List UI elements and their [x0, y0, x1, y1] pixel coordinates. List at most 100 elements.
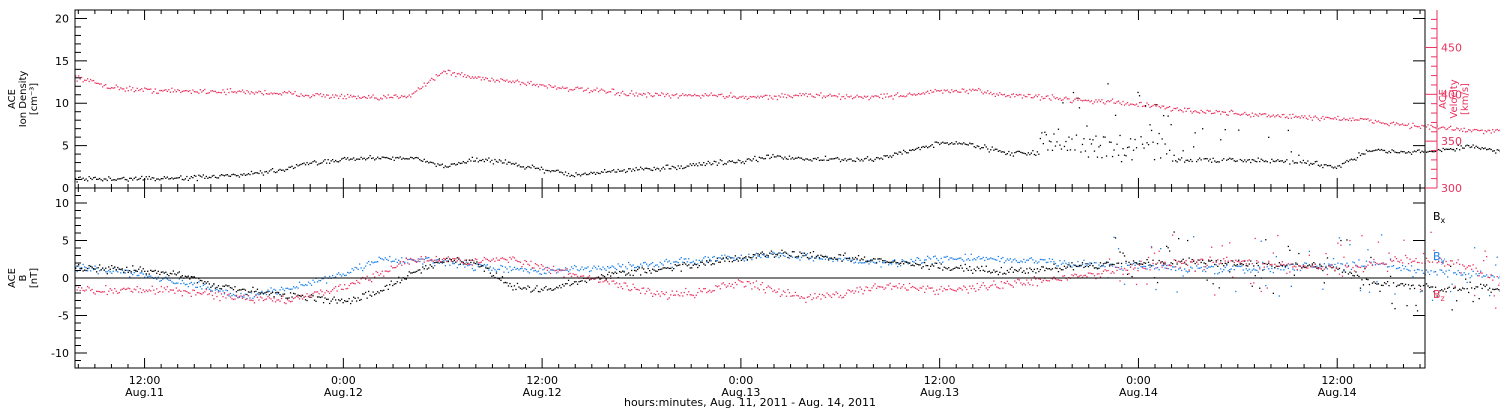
bx-series-point — [1433, 291, 1435, 293]
velocity-series-point — [1132, 103, 1135, 106]
by-series-point — [443, 260, 445, 262]
bx-series-point — [734, 255, 736, 257]
bx-series-point — [1415, 304, 1417, 307]
density-series-point — [871, 159, 873, 162]
bx-series-point — [1030, 268, 1032, 271]
density-series-point — [1161, 138, 1163, 140]
density-series-point — [894, 152, 896, 154]
density-series-point — [1358, 152, 1360, 154]
bx-series-point — [474, 262, 476, 265]
by-series-point — [1041, 258, 1043, 261]
by-series-point — [868, 263, 870, 265]
velocity-series-point — [1397, 123, 1399, 125]
bz-series-point — [114, 288, 116, 290]
density-series-point — [503, 162, 505, 164]
by-series-point — [518, 269, 520, 271]
density-series-point — [1156, 143, 1159, 145]
bz-series-point — [719, 288, 721, 290]
velocity-series-point — [1131, 103, 1133, 105]
density-series-point — [885, 155, 887, 157]
bx-series-point — [250, 290, 253, 292]
by-series-point — [129, 276, 131, 278]
velocity-series-point — [377, 98, 379, 100]
bx-series-point — [1280, 264, 1282, 266]
density-series-point — [471, 156, 473, 158]
density-series-point — [1090, 143, 1093, 145]
by-series-point — [770, 253, 773, 255]
bx-series-point — [952, 268, 954, 270]
velocity-series-point — [280, 94, 283, 96]
velocity-series-point — [915, 94, 917, 96]
bz-series-point — [450, 260, 452, 262]
density-series-point — [319, 162, 322, 164]
density-series-point — [393, 159, 395, 161]
density-series-point — [815, 158, 818, 160]
velocity-series-point — [716, 95, 718, 98]
velocity-series-point — [799, 92, 801, 95]
density-series-point — [528, 166, 531, 168]
velocity-series-point — [1065, 96, 1067, 98]
velocity-series-point — [330, 96, 332, 99]
by-series-point — [419, 260, 421, 263]
bx-series-point — [1343, 269, 1345, 271]
density-series-point — [309, 162, 311, 164]
velocity-series-point — [1050, 99, 1052, 101]
density-series-point — [987, 148, 989, 150]
by-series-point — [1386, 266, 1389, 268]
by-series-point — [300, 284, 302, 286]
bx-series-point — [570, 283, 573, 286]
by-series-point — [1072, 264, 1075, 266]
bx-series-point — [728, 260, 730, 263]
bx-series-point — [1172, 263, 1174, 265]
bx-series-point — [1140, 263, 1142, 265]
velocity-series-point — [1160, 107, 1162, 109]
velocity-series-point — [1226, 114, 1228, 116]
density-series-point — [1023, 152, 1025, 154]
by-series-point — [590, 270, 592, 272]
density-series-point — [132, 179, 134, 181]
density-series-point — [1141, 143, 1144, 145]
velocity-series-point — [1313, 116, 1315, 118]
velocity-series-point — [1030, 97, 1032, 99]
bx-series-point — [827, 259, 830, 261]
velocity-series-point — [757, 95, 759, 97]
by-series-point — [1332, 258, 1335, 260]
bz-series-point — [958, 287, 960, 289]
velocity-series-point — [709, 94, 711, 96]
density-series-point — [628, 168, 630, 170]
bx-series-point — [854, 256, 857, 259]
by-series-point — [527, 271, 529, 273]
bz-series-point — [377, 271, 379, 274]
velocity-series-point — [348, 96, 350, 98]
by-series-point — [546, 266, 549, 269]
bx-series-point — [534, 287, 537, 289]
bz-series-point — [189, 292, 191, 294]
velocity-series-point — [492, 79, 495, 81]
by-series-point — [626, 268, 628, 270]
bz-series-point — [489, 260, 491, 263]
velocity-series-point — [1110, 99, 1112, 102]
density-series-point — [322, 160, 325, 162]
density-series-point — [1102, 136, 1105, 138]
velocity-series-point — [883, 93, 885, 95]
velocity-series-point — [976, 89, 978, 92]
velocity-series-point — [1466, 130, 1468, 133]
by-series-point — [522, 270, 525, 272]
density-series-point — [647, 168, 649, 170]
by-series-point — [1335, 266, 1338, 268]
by-series-point — [1415, 272, 1417, 274]
bx-series-point — [1307, 265, 1309, 267]
density-series-point — [318, 163, 320, 165]
velocity-series-point — [1009, 96, 1011, 98]
bx-series-point — [447, 260, 449, 263]
bz-series-point — [758, 289, 760, 291]
density-series-point — [623, 169, 625, 171]
velocity-series-point — [1293, 116, 1295, 118]
by-series-point — [225, 289, 227, 291]
density-series-point — [1415, 151, 1417, 153]
bz-series-point — [613, 280, 615, 282]
velocity-series-point — [695, 95, 697, 97]
density-series-point — [769, 157, 771, 160]
velocity-series-point — [791, 97, 794, 99]
bx-series-point — [566, 283, 568, 285]
